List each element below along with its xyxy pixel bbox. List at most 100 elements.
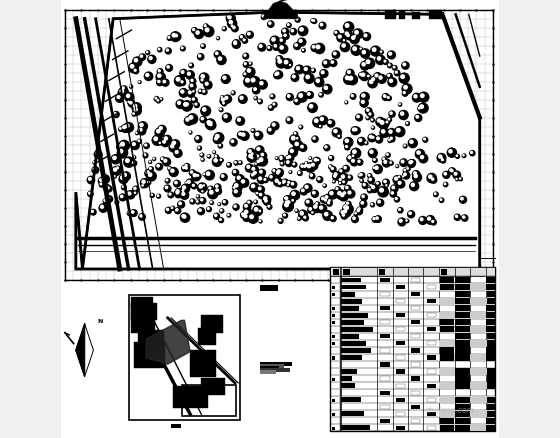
Circle shape	[164, 160, 167, 163]
Bar	[340, 369, 341, 374]
Circle shape	[360, 173, 365, 179]
Circle shape	[233, 27, 235, 30]
Circle shape	[332, 217, 333, 219]
Circle shape	[284, 196, 291, 204]
Circle shape	[318, 160, 319, 161]
Circle shape	[369, 179, 371, 181]
Circle shape	[328, 200, 332, 204]
Circle shape	[401, 161, 404, 163]
Circle shape	[358, 161, 360, 163]
Circle shape	[394, 71, 400, 77]
Circle shape	[247, 166, 250, 169]
Polygon shape	[146, 321, 190, 364]
Circle shape	[374, 159, 375, 161]
Circle shape	[369, 114, 371, 116]
Circle shape	[368, 113, 374, 118]
Circle shape	[227, 214, 231, 218]
Circle shape	[282, 180, 288, 186]
Circle shape	[378, 187, 389, 198]
Circle shape	[400, 159, 408, 167]
Circle shape	[132, 103, 141, 113]
Bar	[455, 284, 470, 290]
Bar	[396, 342, 405, 346]
Circle shape	[226, 15, 235, 24]
Circle shape	[251, 174, 254, 177]
Circle shape	[185, 167, 190, 172]
Circle shape	[393, 67, 395, 69]
Circle shape	[309, 158, 312, 160]
Circle shape	[403, 64, 405, 67]
Bar	[487, 411, 494, 417]
Circle shape	[333, 181, 335, 184]
Circle shape	[150, 168, 151, 170]
Circle shape	[347, 190, 355, 198]
Circle shape	[384, 96, 387, 99]
Circle shape	[234, 191, 237, 193]
Circle shape	[234, 206, 236, 208]
Bar	[340, 341, 341, 346]
Bar	[455, 382, 470, 389]
Bar	[333, 270, 339, 275]
Circle shape	[367, 188, 372, 194]
Circle shape	[182, 102, 192, 112]
Circle shape	[165, 208, 171, 214]
Circle shape	[133, 187, 139, 193]
Circle shape	[308, 104, 318, 113]
Circle shape	[449, 168, 455, 175]
Circle shape	[255, 147, 264, 155]
Circle shape	[371, 77, 378, 85]
Circle shape	[128, 193, 131, 195]
Circle shape	[225, 97, 228, 100]
Circle shape	[426, 216, 435, 225]
Circle shape	[462, 155, 466, 158]
Circle shape	[268, 22, 274, 28]
Circle shape	[180, 70, 188, 78]
Circle shape	[171, 208, 172, 209]
Circle shape	[183, 167, 185, 169]
Circle shape	[306, 76, 310, 79]
Bar	[439, 368, 495, 375]
Circle shape	[270, 37, 279, 46]
Circle shape	[144, 144, 150, 149]
Circle shape	[377, 183, 378, 184]
Circle shape	[361, 194, 367, 201]
Circle shape	[264, 179, 266, 181]
Circle shape	[298, 27, 308, 36]
Circle shape	[312, 212, 313, 213]
Circle shape	[281, 162, 284, 166]
Circle shape	[125, 93, 134, 102]
Circle shape	[192, 28, 197, 34]
Circle shape	[274, 73, 281, 79]
Circle shape	[208, 123, 211, 126]
Bar	[330, 267, 495, 277]
Circle shape	[329, 200, 330, 201]
Circle shape	[245, 165, 254, 173]
Circle shape	[254, 171, 259, 177]
Circle shape	[447, 149, 456, 158]
Circle shape	[133, 69, 139, 74]
Circle shape	[148, 56, 156, 64]
Circle shape	[180, 47, 185, 52]
Circle shape	[121, 174, 124, 177]
Circle shape	[357, 138, 365, 146]
Polygon shape	[76, 13, 480, 269]
Circle shape	[373, 168, 374, 169]
Circle shape	[343, 182, 344, 183]
Bar	[430, 11, 442, 20]
Circle shape	[409, 160, 416, 166]
Circle shape	[423, 138, 428, 143]
Circle shape	[99, 205, 108, 213]
Bar	[411, 292, 421, 297]
Bar	[439, 312, 495, 319]
Circle shape	[351, 95, 353, 97]
Circle shape	[228, 17, 231, 20]
Bar	[399, 12, 405, 20]
Polygon shape	[85, 324, 94, 377]
Circle shape	[362, 196, 364, 198]
Circle shape	[354, 129, 357, 131]
Circle shape	[114, 113, 116, 115]
Bar	[396, 370, 405, 374]
Bar	[440, 326, 454, 333]
Circle shape	[128, 102, 130, 105]
Circle shape	[198, 148, 199, 149]
